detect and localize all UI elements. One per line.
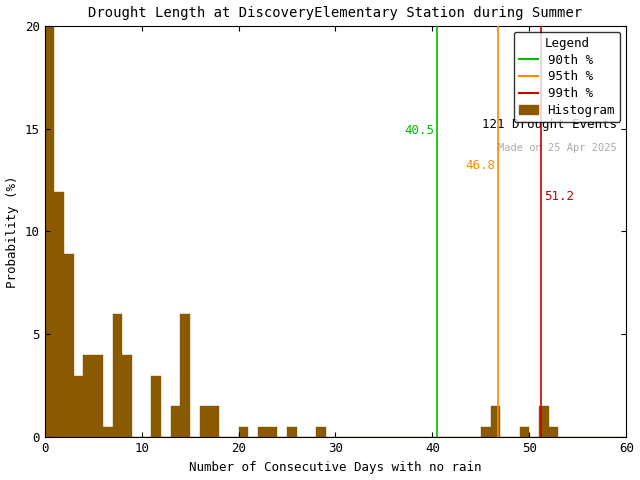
Bar (258, 427, 268, 437)
Bar (122, 355, 132, 437)
Text: 121 Drought Events: 121 Drought Events (481, 118, 616, 131)
Text: 40.5: 40.5 (404, 124, 435, 137)
Bar (83, 355, 93, 437)
Bar (74, 375, 83, 437)
Bar (45, 25, 54, 437)
Bar (239, 427, 248, 437)
Bar (93, 355, 103, 437)
Bar (103, 427, 113, 437)
Bar (316, 427, 326, 437)
Bar (151, 375, 161, 437)
Title: Drought Length at DiscoveryElementary Station during Summer: Drought Length at DiscoveryElementary St… (88, 6, 582, 20)
Bar (481, 427, 490, 437)
Bar (180, 314, 190, 437)
Legend: 90th %, 95th %, 99th %, Histogram: 90th %, 95th %, 99th %, Histogram (514, 32, 620, 122)
Bar (209, 407, 219, 437)
Text: 51.2: 51.2 (544, 190, 574, 204)
Text: Made on 25 Apr 2025: Made on 25 Apr 2025 (498, 143, 616, 153)
Bar (64, 254, 74, 437)
Bar (113, 314, 122, 437)
Text: 46.8: 46.8 (465, 159, 495, 172)
Bar (268, 427, 277, 437)
Bar (200, 407, 209, 437)
Bar (54, 192, 64, 437)
Bar (490, 407, 500, 437)
Bar (287, 427, 297, 437)
Bar (171, 407, 180, 437)
Bar (548, 427, 558, 437)
Y-axis label: Probability (%): Probability (%) (6, 175, 19, 288)
X-axis label: Number of Consecutive Days with no rain: Number of Consecutive Days with no rain (189, 461, 482, 474)
Bar (520, 427, 529, 437)
Bar (539, 407, 548, 437)
